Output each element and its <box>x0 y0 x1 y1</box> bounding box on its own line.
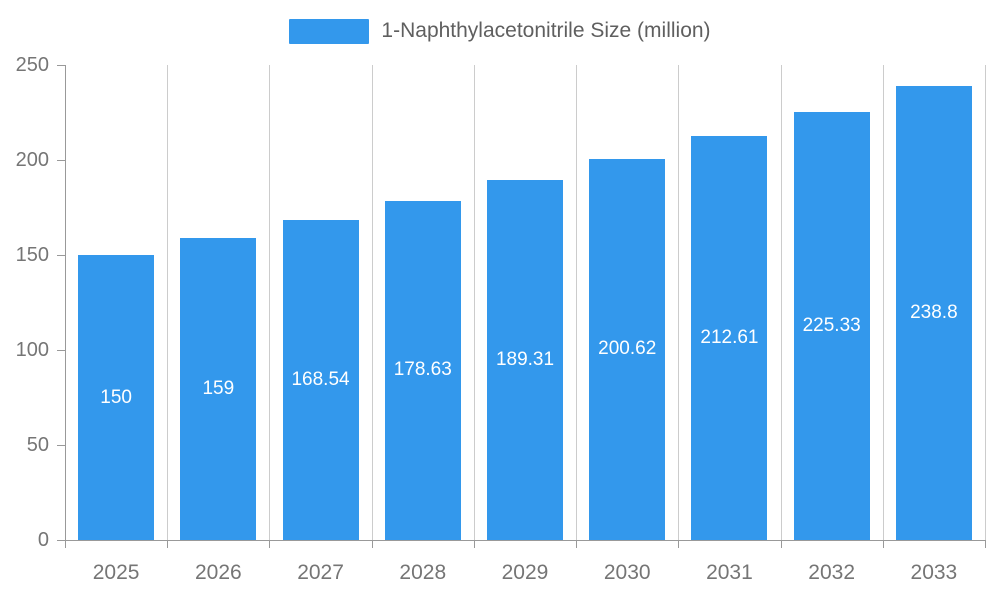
x-axis-tick <box>576 540 578 548</box>
bar-value-label: 168.54 <box>291 368 350 390</box>
x-axis-label: 2025 <box>92 561 140 584</box>
bar[interactable] <box>691 136 768 540</box>
bar[interactable] <box>384 200 461 540</box>
y-axis-tick <box>57 255 65 256</box>
bar-value-label: 189.31 <box>495 349 555 371</box>
x-axis-tick <box>371 540 373 548</box>
vertical-gridline <box>473 65 475 540</box>
x-axis-tick <box>269 540 271 548</box>
y-axis-label: 200 <box>15 149 49 171</box>
vertical-gridline <box>985 65 986 540</box>
bar-value-label: 200.62 <box>598 338 657 360</box>
vertical-gridline <box>780 65 782 540</box>
bar[interactable] <box>793 111 870 540</box>
vertical-gridline <box>371 65 373 540</box>
x-axis-tick <box>678 540 680 548</box>
vertical-gridline <box>269 65 271 540</box>
x-axis-tick <box>167 540 169 548</box>
legend-swatch <box>289 18 370 44</box>
vertical-gridline <box>576 65 578 540</box>
y-axis-tick <box>57 445 65 446</box>
y-axis-tick <box>57 350 65 351</box>
vertical-gridline <box>678 65 680 540</box>
y-axis-label: 150 <box>15 244 49 266</box>
bar-value-label: 212.61 <box>700 327 759 349</box>
bar-value-label: 238.8 <box>910 302 958 324</box>
bar[interactable] <box>282 219 359 540</box>
y-axis-tick <box>57 160 65 161</box>
bar[interactable] <box>895 86 972 540</box>
y-axis-tick <box>57 65 65 66</box>
x-axis-label: 2026 <box>194 561 242 584</box>
bar[interactable] <box>78 255 155 540</box>
bar[interactable] <box>589 158 666 540</box>
bar-value-label: 150 <box>100 386 132 408</box>
x-axis-label: 2033 <box>910 561 958 584</box>
y-axis-label: 100 <box>15 339 49 361</box>
bar-value-label: 225.33 <box>802 314 861 336</box>
legend[interactable]: 1-Naphthylacetonitrile Size (million) <box>0 16 1000 46</box>
bar-value-label: 178.63 <box>393 359 452 381</box>
x-axis-tick <box>473 540 475 548</box>
x-axis-label: 2028 <box>399 561 447 584</box>
vertical-gridline <box>882 65 884 540</box>
x-axis-label: 2030 <box>603 561 651 584</box>
x-axis-label: 2029 <box>501 561 549 584</box>
y-axis-label: 250 <box>15 54 49 76</box>
x-axis-tick <box>780 540 782 548</box>
x-axis-label: 2032 <box>808 561 856 584</box>
x-axis-tick <box>65 540 66 548</box>
legend-label: 1-Naphthylacetonitrile Size (million) <box>381 19 711 42</box>
vertical-gridline <box>167 65 169 540</box>
y-axis-label: 50 <box>26 434 49 456</box>
y-axis-line <box>65 65 66 540</box>
y-axis-tick <box>57 540 65 541</box>
x-axis-line <box>65 540 986 541</box>
y-axis-label: 0 <box>37 529 49 551</box>
bar[interactable] <box>180 237 257 540</box>
x-axis-label: 2031 <box>706 561 753 584</box>
x-axis-tick <box>882 540 884 548</box>
x-axis-label: 2027 <box>297 561 344 584</box>
x-axis-tick <box>985 540 986 548</box>
bar[interactable] <box>487 180 563 540</box>
bar-value-label: 159 <box>202 377 235 399</box>
